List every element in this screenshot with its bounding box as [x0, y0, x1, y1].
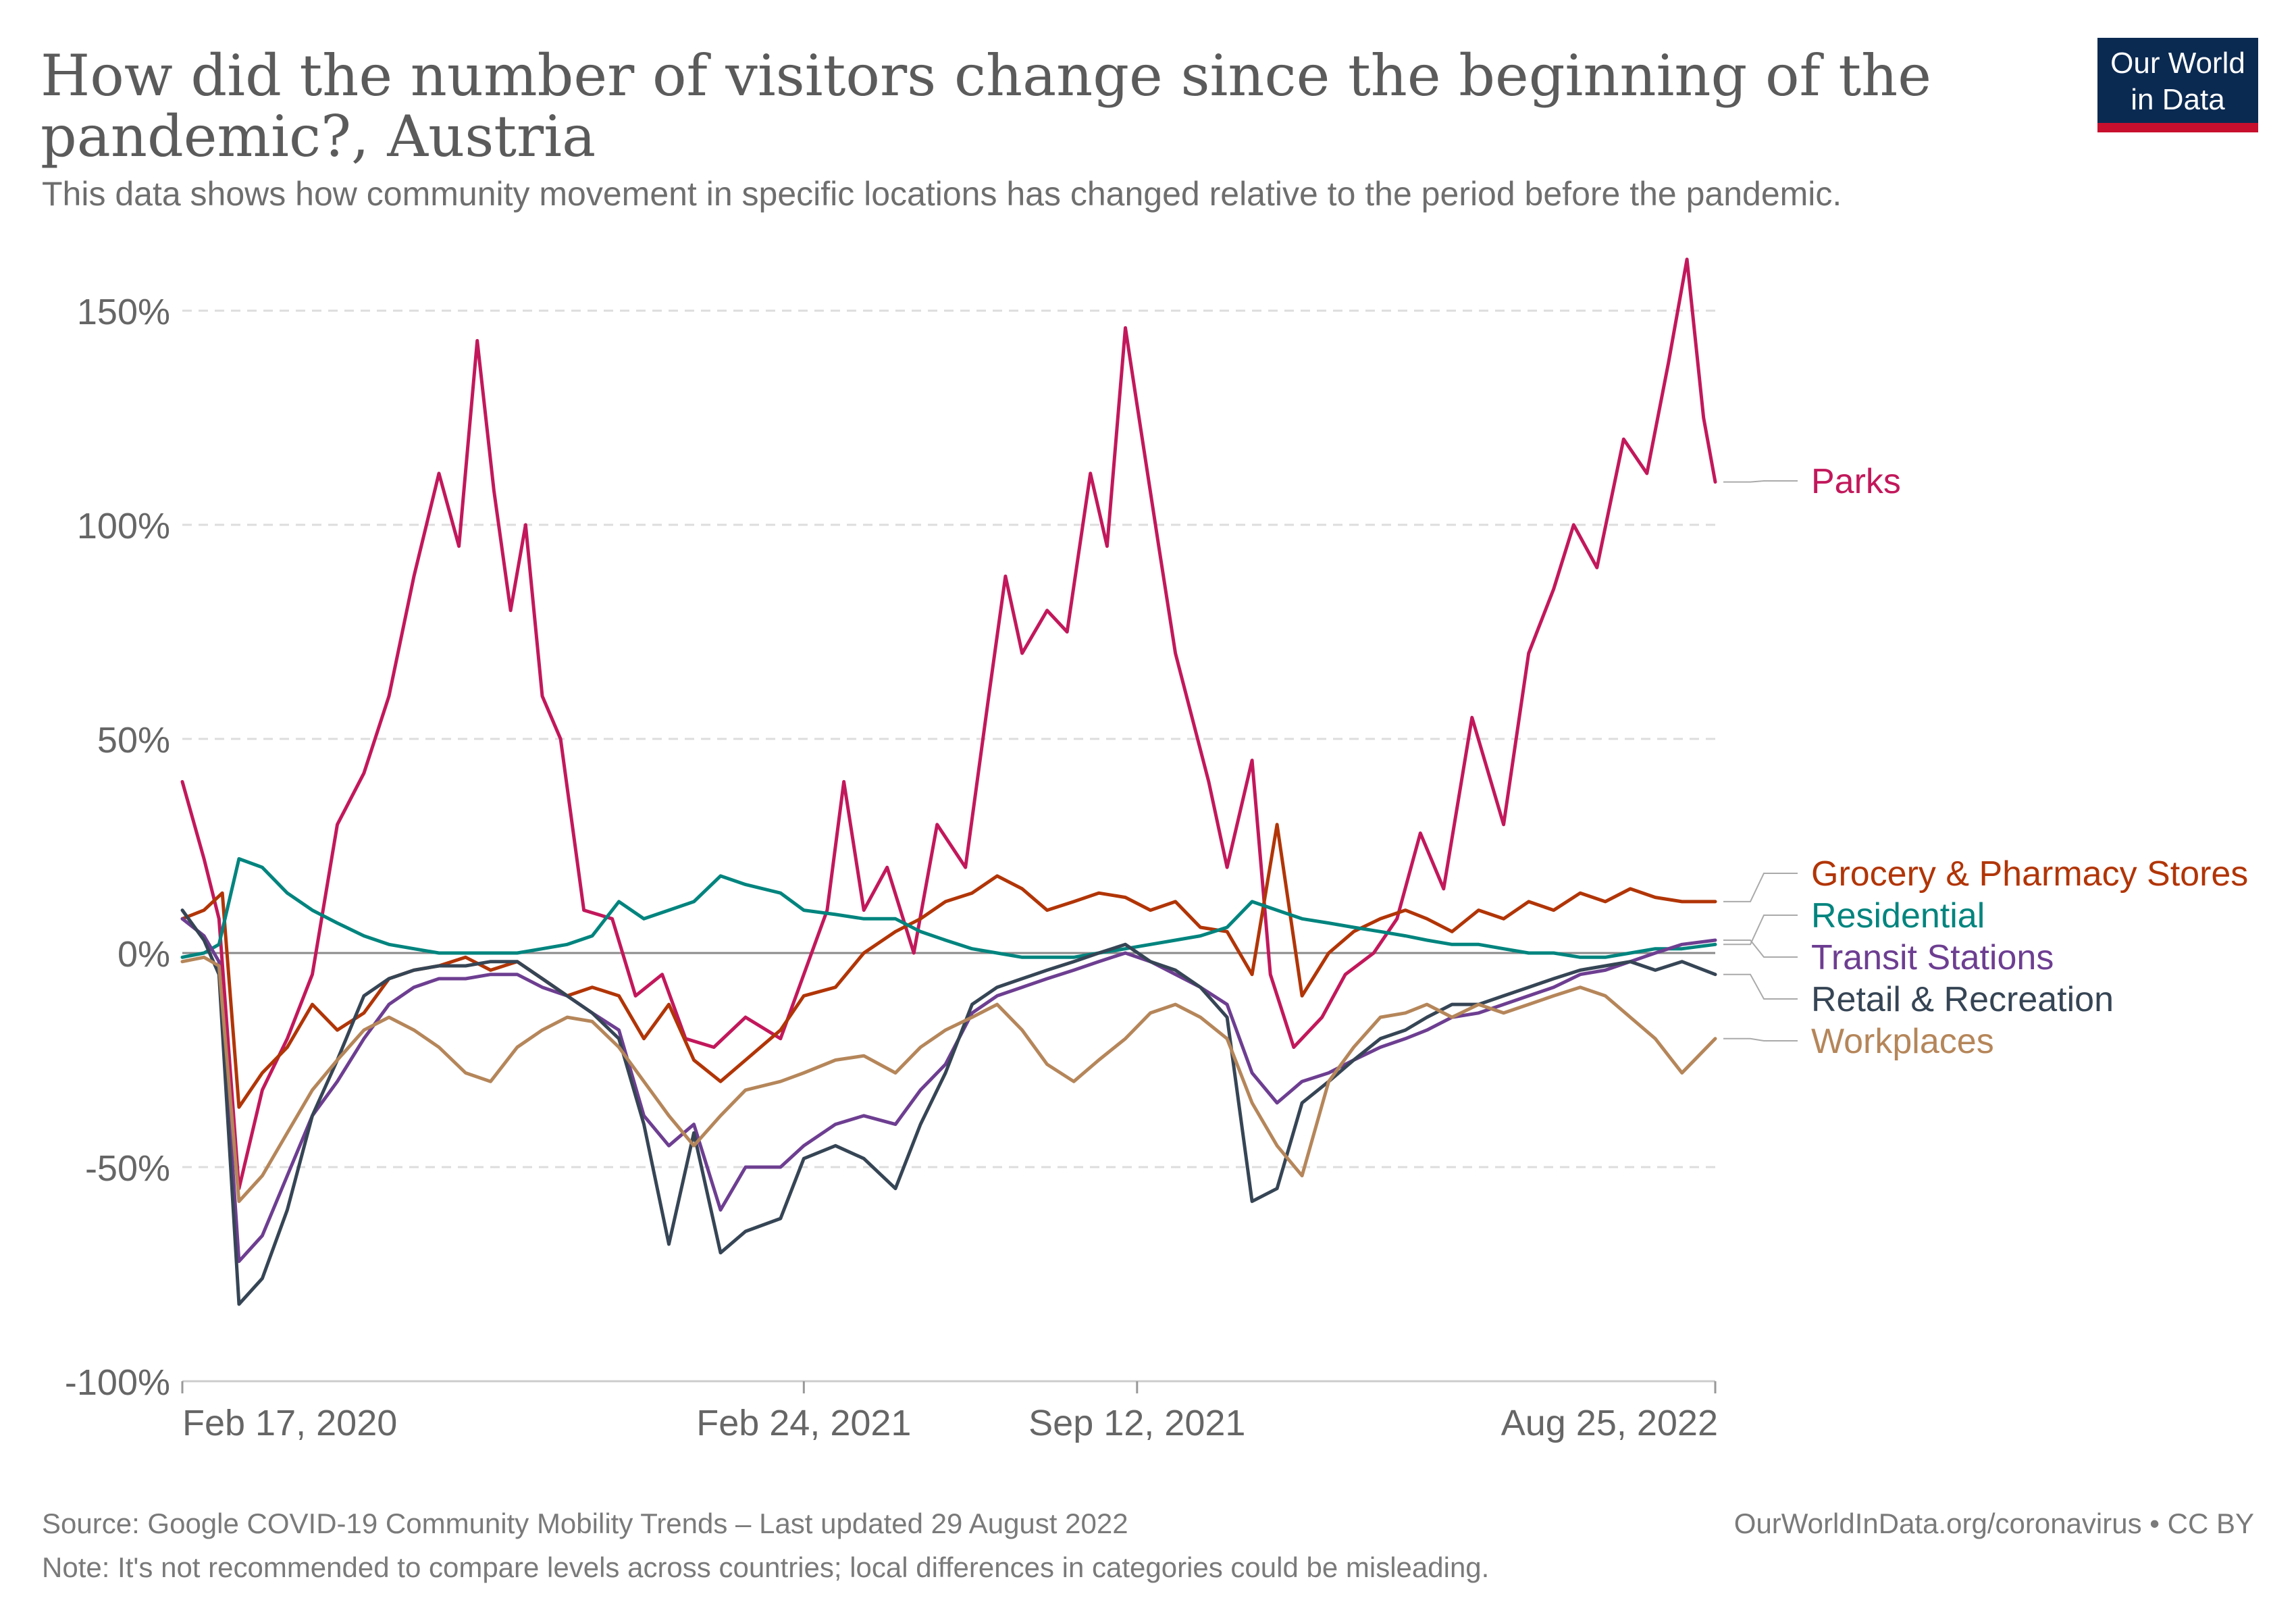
legend-connector [1723, 873, 1798, 902]
x-tick-label: Sep 12, 2021 [1028, 1403, 1245, 1443]
chart-title-line-2: pandemic?, Austria [41, 103, 596, 170]
y-tick-label: 50% [97, 720, 170, 761]
legend-connector [1723, 480, 1798, 483]
owid-logo[interactable]: Our World in Data [2097, 38, 2258, 132]
series-line-workplaces [180, 955, 1717, 1204]
legend-label-grocery-pharmacy-stores[interactable]: Grocery & Pharmacy Stores [1811, 854, 2248, 894]
series-layer [180, 257, 1717, 1306]
y-tick-label: -100% [65, 1362, 170, 1403]
y-tick-label: 0% [118, 934, 170, 975]
series-line-retail-recreation [180, 908, 1717, 1306]
x-tick-label: Aug 25, 2022 [1501, 1403, 1718, 1443]
series-line-residential [180, 857, 1717, 959]
legend-label-workplaces[interactable]: Workplaces [1811, 1022, 1994, 1061]
y-tick-label: -50% [85, 1148, 170, 1189]
legend-layer: Parks Grocery & Pharmacy StoresResidentia… [1723, 462, 2248, 1061]
footer-url-link[interactable]: OurWorldInData.org/coronavirus • CC BY [1733, 1508, 2254, 1539]
axis-layer: -100% -50% 0% 50% 100% 150% Feb 17, 2020 Feb 24… [65, 292, 1718, 1443]
grid-layer [182, 309, 1715, 1383]
x-tick-label: Feb 17, 2020 [182, 1403, 397, 1443]
legend-connector [1723, 915, 1798, 946]
series-line-parks [180, 257, 1717, 1191]
chart-subtitle: This data shows how community movement i… [42, 175, 1842, 213]
footer-source: Source: Google COVID-19 Community Mobili… [42, 1508, 1128, 1539]
legend-label-retail-recreation[interactable]: Retail & Recreation [1811, 980, 2114, 1019]
legend-connector [1723, 1037, 1798, 1041]
footer-note: Note: It's not recommended to compare le… [42, 1551, 1490, 1583]
chart-title-line-1: How did the number of visitors change si… [41, 43, 1931, 109]
y-tick-label: 100% [77, 506, 170, 546]
legend-label-transit-stations[interactable]: Transit Stations [1811, 938, 2054, 977]
legend-connector [1723, 940, 1798, 958]
x-tick-label: Feb 24, 2021 [696, 1403, 911, 1443]
y-tick-label: 150% [77, 292, 170, 332]
logo-accent-bar [2097, 123, 2258, 132]
logo-text-line-2: in Data [2131, 83, 2225, 116]
legend-label-parks[interactable]: Parks [1811, 462, 1901, 501]
logo-text-line-1: Our World [2110, 47, 2245, 80]
legend-connector [1723, 973, 1798, 1000]
legend-label-residential[interactable]: Residential [1811, 896, 1985, 935]
